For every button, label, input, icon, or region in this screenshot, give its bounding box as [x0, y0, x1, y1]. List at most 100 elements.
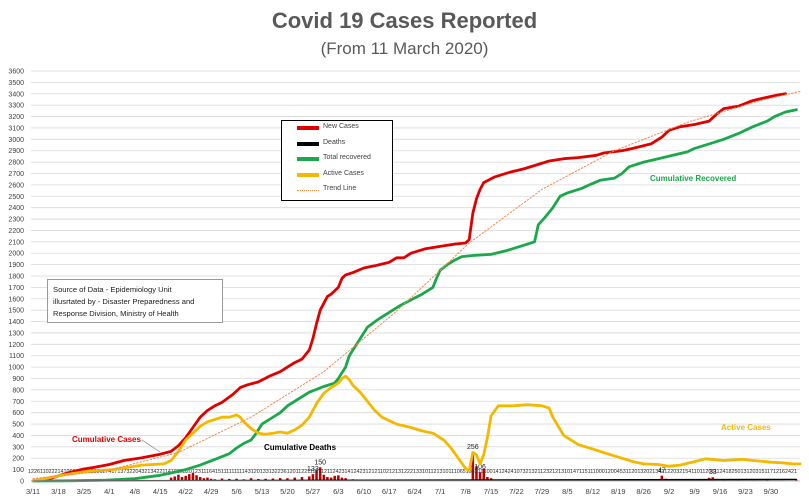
daily-bar	[311, 474, 315, 481]
y-tick-label: 3200	[8, 114, 24, 121]
daily-bar	[307, 476, 311, 481]
y-tick-label: 2900	[8, 148, 24, 155]
y-tick-label: 100	[12, 467, 24, 474]
y-tick-label: 2800	[8, 160, 24, 167]
daily-bar	[169, 477, 173, 481]
daily-bar	[180, 477, 184, 481]
legend-swatch	[297, 157, 319, 161]
x-tick-label: 7/29	[535, 487, 550, 496]
daily-bar	[195, 475, 198, 481]
legend-item: Total recovered	[282, 152, 392, 167]
daily-bar	[300, 477, 304, 481]
daily-bar	[471, 451, 475, 481]
y-tick-label: 2600	[8, 182, 24, 189]
bottom-label-strip-text: 1226110222141060642012331274171373220432…	[28, 469, 797, 475]
legend-label: Total recovered	[323, 154, 371, 161]
daily-bar	[722, 479, 725, 481]
y-tick-label: 3100	[8, 125, 24, 132]
series-line-cumulative-cases	[31, 92, 787, 483]
daily-bar	[198, 477, 202, 481]
y-tick-label: 2400	[8, 205, 24, 212]
x-tick-label: 6/24	[407, 487, 422, 496]
legend-item: New Cases	[282, 121, 392, 136]
y-tick-label: 1000	[8, 365, 24, 372]
y-tick-label: 3600	[8, 69, 24, 76]
daily-bar-label: 150	[314, 459, 326, 466]
y-tick-label: 900	[12, 376, 24, 383]
chart-title: Covid 19 Cases Reported	[271, 8, 538, 33]
daily-bar-label: 33	[709, 469, 717, 476]
x-tick-label: 5/20	[280, 487, 295, 496]
series-annotations: Cumulative Cases Cumulative Deaths Cumulat…	[72, 174, 771, 453]
series-line-total-recovered	[31, 108, 798, 483]
x-tick-label: 3/18	[51, 487, 66, 496]
x-tick-label: 4/29	[204, 487, 219, 496]
x-tick-label: 3/25	[77, 487, 92, 496]
x-tick-label: 4/22	[178, 487, 193, 496]
y-tick-label: 3400	[8, 91, 24, 98]
daily-bar	[736, 479, 740, 481]
annotation-cumulative-cases: Cumulative Cases	[72, 435, 141, 444]
y-tick-label: 800	[12, 387, 24, 394]
x-tick-label: 7/1	[435, 487, 445, 496]
daily-bar	[344, 478, 347, 481]
daily-bar	[333, 475, 336, 481]
daily-bar-label: 106	[474, 464, 486, 471]
y-tick-label: 1600	[8, 296, 24, 303]
legend-swatch	[297, 141, 319, 146]
x-tick-label: 9/30	[764, 487, 779, 496]
y-axis-ticks: 0 100 200 300 400 500 600 700 800 900 1000 1100 1200…	[8, 69, 24, 486]
daily-bar	[191, 473, 195, 481]
legend-swatch	[297, 190, 319, 191]
annotation-leader-cases	[141, 439, 161, 453]
x-tick-label: 8/5	[562, 487, 572, 496]
daily-bar	[660, 475, 664, 481]
legend-item: Deaths	[282, 137, 392, 152]
annotation-cumulative-recovered: Cumulative Recovered	[650, 174, 736, 183]
daily-bar	[293, 477, 296, 481]
y-tick-label: 2200	[8, 228, 24, 235]
y-tick-label: 700	[12, 399, 24, 406]
x-tick-label: 7/22	[509, 487, 524, 496]
x-tick-label: 8/12	[585, 487, 600, 496]
legend-swatch	[297, 126, 319, 130]
y-tick-label: 0	[20, 479, 24, 486]
y-tick-label: 2700	[8, 171, 24, 178]
x-tick-label: 6/3	[333, 487, 343, 496]
x-tick-label: 9/2	[664, 487, 674, 496]
series-line-trend-line	[32, 91, 801, 480]
x-tick-label: 4/8	[130, 487, 140, 496]
legend-label: Deaths	[323, 138, 346, 146]
x-tick-label: 7/15	[484, 487, 499, 496]
x-tick-label: 9/16	[713, 487, 728, 496]
daily-bar-label: 47	[658, 468, 666, 475]
y-tick-label: 3500	[8, 80, 24, 87]
legend-label: Active Cases	[323, 169, 364, 177]
daily-bar	[206, 477, 209, 481]
y-tick-label: 400	[12, 433, 24, 440]
x-tick-label: 6/17	[382, 487, 397, 496]
daily-bar	[340, 477, 344, 481]
daily-bar	[173, 476, 177, 481]
y-tick-label: 2100	[8, 239, 24, 246]
x-tick-label: 9/9	[689, 487, 699, 496]
series-line-active-cases	[31, 374, 802, 483]
daily-bar	[475, 466, 478, 481]
y-tick-label: 500	[12, 422, 24, 429]
daily-bar	[478, 472, 482, 481]
daily-bar	[188, 474, 191, 481]
daily-bar	[329, 477, 333, 481]
x-axis-ticks: 3/11 3/18 3/25 4/1 4/8 4/15 4/22 4/29 5/6 5/13 5/2…	[26, 487, 778, 496]
daily-bar-label: 256	[467, 444, 479, 451]
chart-legend: New Cases Deaths Total recovered Active Cas…	[281, 120, 393, 201]
daily-bar	[795, 479, 798, 481]
x-tick-label: 5/6	[231, 487, 241, 496]
x-tick-label: 4/1	[104, 487, 114, 496]
daily-bar	[482, 468, 486, 481]
daily-bar	[184, 475, 187, 481]
daily-bar	[322, 474, 326, 481]
chart-subtitle: (From 11 March 2020)	[320, 39, 489, 58]
y-tick-label: 1500	[8, 308, 24, 315]
y-tick-label: 2500	[8, 194, 24, 201]
